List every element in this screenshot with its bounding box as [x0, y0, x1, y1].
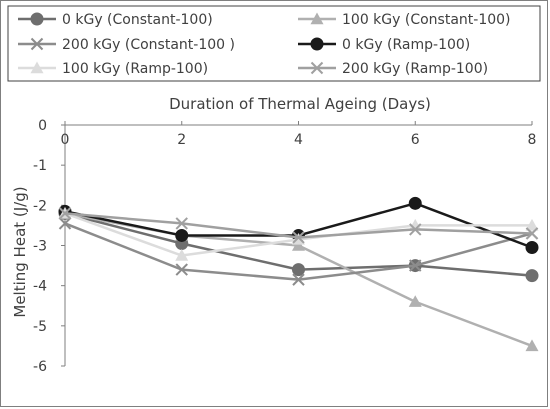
- marker-stroke: [30, 37, 44, 51]
- x-tick-label: 4: [294, 132, 303, 148]
- data-point: [58, 217, 72, 230]
- legend-marker: [310, 61, 324, 75]
- data-point: [409, 223, 422, 236]
- x-tick-label: 6: [411, 132, 420, 148]
- y-tick-label: 0: [38, 118, 47, 134]
- legend-label: 100 kGy (Constant-100): [342, 12, 511, 28]
- marker-stroke: [409, 259, 422, 272]
- legend-label: 0 kGy (Constant-100): [62, 12, 213, 28]
- series-6: [58, 207, 539, 244]
- series-group: [58, 196, 539, 352]
- data-point: [408, 295, 422, 307]
- x-tick-label: 8: [528, 132, 537, 148]
- data-point: [525, 241, 539, 255]
- legend-item: 0 kGy (Constant-100): [18, 12, 213, 28]
- y-tick-label: -3: [33, 239, 47, 255]
- legend-item: 0 kGy (Ramp-100): [298, 37, 470, 53]
- data-point: [525, 218, 539, 231]
- data-point: [292, 273, 305, 286]
- data-point: [525, 269, 539, 283]
- x-tick-label: 0: [61, 132, 70, 148]
- legend-item: 100 kGy (Constant-100): [298, 12, 511, 28]
- data-point: [409, 259, 422, 272]
- data-point: [292, 239, 305, 251]
- legend-marker: [30, 37, 44, 51]
- marker-stroke: [310, 61, 324, 75]
- legend-label: 0 kGy (Ramp-100): [342, 37, 470, 53]
- legend: 0 kGy (Constant-100) 100 kGy (Constant-10…: [18, 12, 511, 77]
- y-tick-label: -1: [33, 158, 47, 174]
- data-point: [292, 231, 305, 244]
- data-point: [58, 207, 72, 220]
- legend-marker: [310, 37, 324, 51]
- legend-marker: [30, 61, 44, 74]
- data-point: [292, 263, 305, 277]
- x-axis-title: Duration of Thermal Ageing (Days): [169, 95, 431, 113]
- data-point: [408, 196, 422, 210]
- data-point: [525, 339, 539, 352]
- legend-item: 100 kGy (Ramp-100): [18, 61, 208, 77]
- data-point: [175, 217, 188, 230]
- legend-box: [7, 5, 541, 82]
- marker-stroke: [175, 217, 188, 230]
- legend-marker: [310, 12, 324, 25]
- marker-stroke: [525, 227, 539, 240]
- y-tick-label: -2: [33, 198, 47, 214]
- y-tick-label: -6: [33, 359, 47, 375]
- y-tick-label: -4: [33, 279, 47, 295]
- y-tick-label: -5: [33, 319, 47, 335]
- marker-stroke: [409, 223, 422, 236]
- data-point: [525, 227, 539, 240]
- marker-stroke: [292, 273, 305, 286]
- marker-stroke: [175, 263, 188, 276]
- marker-stroke: [292, 231, 305, 244]
- marker-stroke: [58, 217, 72, 230]
- data-point: [175, 249, 189, 261]
- legend-item: 200 kGy (Constant-100 ): [18, 37, 235, 53]
- data-point: [408, 218, 422, 231]
- legend-label: 200 kGy (Ramp-100): [342, 61, 488, 77]
- marker-stroke: [58, 207, 72, 220]
- axes: [61, 121, 533, 367]
- data-point: [175, 228, 189, 242]
- legend-label: 100 kGy (Ramp-100): [62, 61, 208, 77]
- legend-item: 200 kGy (Ramp-100): [298, 61, 488, 77]
- legend-marker: [30, 12, 44, 26]
- x-tick-label: 2: [177, 132, 186, 148]
- y-axis-title: Melting Heat (J/g): [11, 186, 29, 317]
- tick-labels: 0 2 4 6 8 0 -1 -2 -3 -4 -5 -6: [33, 118, 536, 375]
- data-point: [175, 263, 188, 276]
- legend-label: 200 kGy (Constant-100 ): [62, 37, 235, 53]
